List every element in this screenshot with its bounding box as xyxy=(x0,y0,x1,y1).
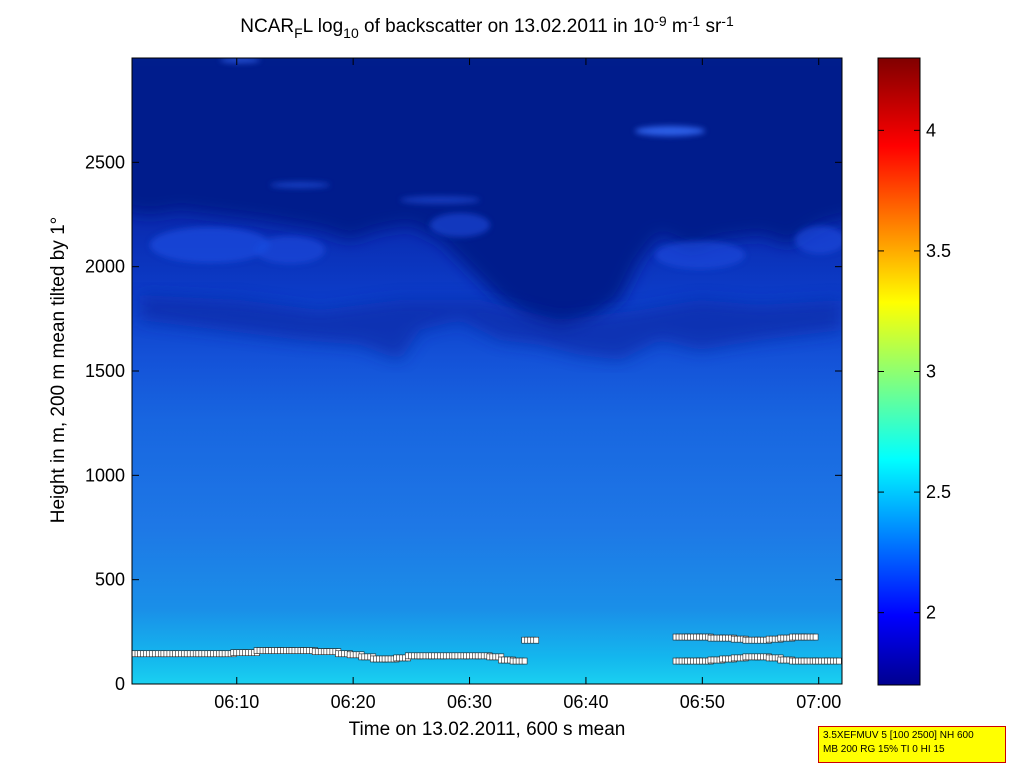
cloud-base-marker xyxy=(836,657,842,665)
y-tick-label: 1500 xyxy=(85,361,125,381)
y-tick-label: 2000 xyxy=(85,257,125,277)
x-tick-label: 06:50 xyxy=(680,692,725,712)
colorbar-tick-label: 2.5 xyxy=(926,482,951,502)
colorbar-tick-label: 4 xyxy=(926,120,936,140)
title-part-sup2: -1 xyxy=(688,13,701,29)
cloud-texture xyxy=(150,58,842,269)
y-tick-label: 1000 xyxy=(85,465,125,485)
y-tick-label: 0 xyxy=(115,674,125,694)
settings-info-box: 3.5XEFMUV 5 [100 2500] NH 600 MB 200 RG … xyxy=(818,726,1006,763)
dark-layer-patch xyxy=(140,295,842,360)
info-line-1: 3.5XEFMUV 5 [100 2500] NH 600 xyxy=(823,730,974,741)
cloud-base-markers xyxy=(126,633,842,665)
y-axis-label: Height in m, 200 m mean tilted by 1° xyxy=(48,217,69,523)
x-tick-label: 07:00 xyxy=(796,692,841,712)
y-axis: 0 500 1000 1500 2000 2500 xyxy=(85,152,842,694)
colorbar-gradient xyxy=(878,58,920,685)
x-tick-label: 06:10 xyxy=(214,692,259,712)
x-axis: 06:10 06:20 06:30 06:40 06:50 07:00 xyxy=(214,58,841,712)
cloud-base-marker xyxy=(521,657,528,665)
chart-title: NCARFL log10 of backscatter on 13.02.201… xyxy=(240,13,734,41)
y-tick-label: 500 xyxy=(95,570,125,590)
title-part-sub1: F xyxy=(294,25,303,41)
x-tick-label: 06:30 xyxy=(447,692,492,712)
low-backscatter-region xyxy=(132,58,842,330)
title-part-mid1: L log xyxy=(303,16,344,37)
title-part-sub2: 10 xyxy=(343,25,359,41)
cloud-base-marker xyxy=(126,651,131,657)
colorbar-tick-label: 2 xyxy=(926,603,936,623)
colorbar-tick-label: 3.5 xyxy=(926,241,951,261)
title-part-pre: NCAR xyxy=(240,16,294,37)
title-part-mid4: sr xyxy=(700,16,722,37)
title-part-mid3: m xyxy=(667,16,688,37)
info-line-2: MB 200 RG 15% TI 0 HI 15 xyxy=(823,744,945,755)
title-part-sup3: -1 xyxy=(721,13,734,29)
x-axis-label: Time on 13.02.2011, 600 s mean xyxy=(349,719,626,740)
upper-layer-marker xyxy=(812,633,819,641)
colorbar-tick-label: 3 xyxy=(926,362,936,382)
colorbar-ticks: 2 2.5 3 3.5 4 xyxy=(878,120,951,623)
colorbar: 2 2.5 3 3.5 4 xyxy=(877,57,951,686)
title-part-mid2: of backscatter on 13.02.2011 in 10 xyxy=(359,16,654,37)
x-tick-label: 06:20 xyxy=(331,692,376,712)
y-tick-label: 2500 xyxy=(85,152,125,172)
x-tick-label: 06:40 xyxy=(563,692,608,712)
heatmap-plot xyxy=(126,58,842,684)
cloud-base-marker xyxy=(533,636,540,644)
title-part-sup1: -9 xyxy=(654,13,667,29)
